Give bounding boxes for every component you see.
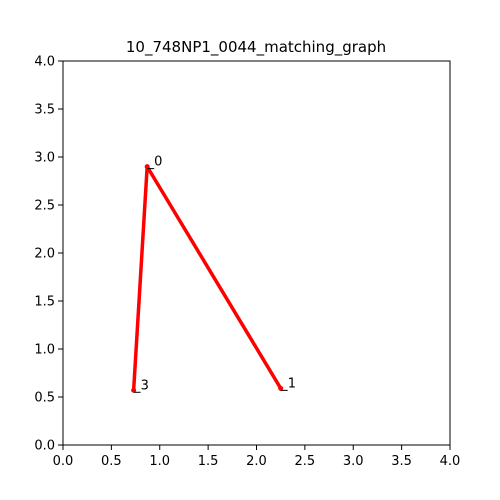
graph-node-0 [144,164,150,170]
x-tick-label: 3.0 [343,454,364,469]
y-tick-label: 0.5 [34,391,55,406]
x-tick-label: 0.0 [53,454,74,469]
graph-node-label-3: 3 [141,378,149,393]
plot-frame [62,60,451,446]
x-tick-label: 4.0 [440,454,461,469]
axes-layer: 0.0 0.5 1.0 1.5 2.0 2.5 3.0 3.5 4.0 0.0 0.5 1.0 1.5 2… [34,55,460,470]
y-tick-label: 1.0 [34,343,55,358]
nodes-layer: 0 1 3 [131,155,296,393]
graph-edge-0-3 [131,164,149,393]
x-tick-label: 2.5 [295,454,316,469]
x-tick-label: 3.5 [391,454,412,469]
edges-layer [131,164,283,393]
y-tick-label: 3.5 [34,103,55,118]
x-tick-label: 0.5 [101,454,122,469]
x-tick-label: 2.0 [246,454,267,469]
graph-node-label-0: 0 [154,155,162,170]
y-tick-label: 2.5 [34,199,55,214]
y-tick-label: 4.0 [34,55,55,70]
y-tick-label: 2.0 [34,247,55,262]
x-tick-label: 1.5 [198,454,219,469]
y-tick-label: 0.0 [34,439,55,454]
x-tick-label: 1.0 [149,454,170,469]
y-tick-label: 1.5 [34,295,55,310]
graph-edge-0-1 [145,164,283,391]
chart-title: 10_748NP1_0044_matching_graph [126,38,386,57]
graph-node-label-1: 1 [288,376,296,391]
graph-node-3 [131,387,137,393]
graph-node-1 [278,385,284,391]
y-tick-label: 3.0 [34,151,55,166]
